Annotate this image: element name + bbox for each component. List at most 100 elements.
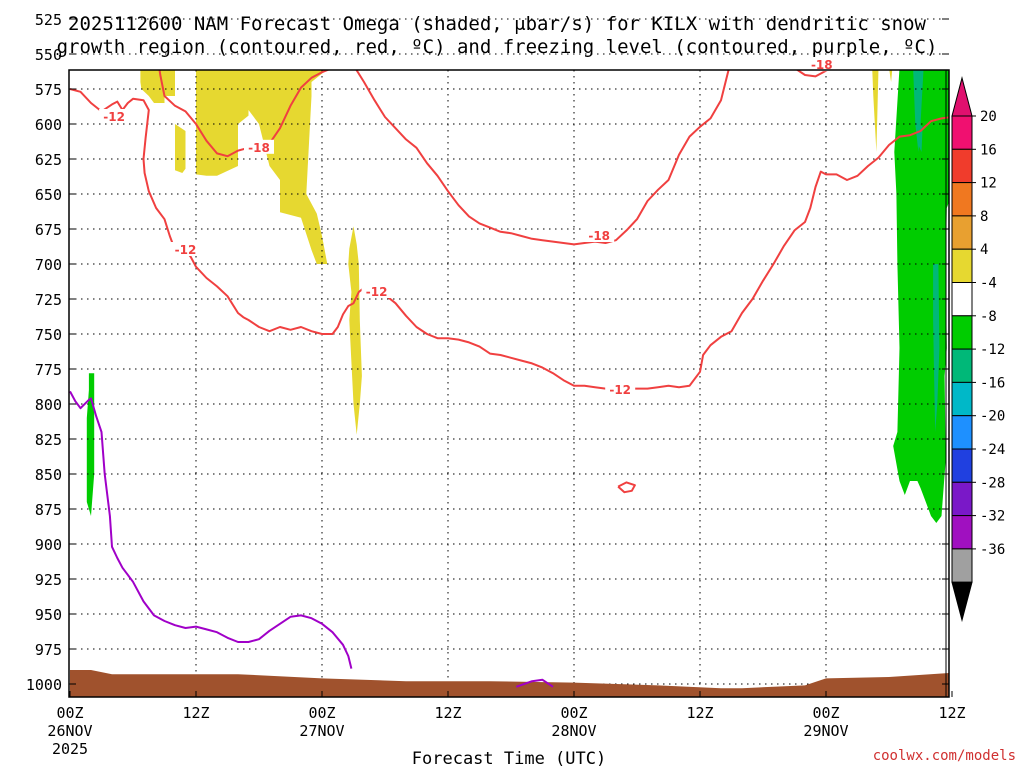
y-tick-label: 925 (35, 571, 62, 589)
colorbar-label: 8 (980, 209, 988, 225)
contour-layer (69, 70, 949, 688)
y-tick-label: 1000 (26, 676, 62, 694)
y-tick-label: 525 (35, 11, 62, 29)
y-axis: 525 550 575 600 625 650 675 700 725 750 775 800 825 8… (26, 11, 949, 694)
contour-label-bg (605, 382, 636, 396)
colorbar-label: -24 (980, 442, 1005, 458)
y-tick-label: 700 (35, 256, 62, 274)
chart-title-line1: 2025112600 NAM Forecast Omega (shaded, μ… (68, 13, 926, 35)
y-tick-label: 575 (35, 81, 62, 99)
colorbar-label: 4 (980, 242, 988, 258)
contour-label: -18 (248, 141, 270, 155)
y-tick-label: 650 (35, 186, 62, 204)
y-tick-label: 825 (35, 431, 62, 449)
y-tick-label: 950 (35, 606, 62, 624)
y-tick-label: 675 (35, 221, 62, 239)
colorbar-label: -20 (980, 409, 1005, 425)
omega-region-positive-2 (348, 226, 362, 435)
dgz-contour-line-0 (158, 70, 830, 246)
freezing-level-line-1 (515, 678, 554, 688)
contour-label-bg (99, 109, 130, 123)
x-tick-date: 28NOV (551, 722, 596, 740)
colorbar-swatch (951, 448, 973, 483)
x-tick-label: 00Z (812, 704, 839, 722)
colorbar-label: 12 (980, 176, 997, 192)
x-tick-label: 00Z (308, 704, 335, 722)
x-tick-year: 2025 (52, 740, 88, 758)
contour-label-bg (244, 139, 274, 154)
colorbar-swatch (951, 315, 973, 350)
y-tick-label: 875 (35, 501, 62, 519)
chart-title-line2: growth region (contoured, red, ºC) and f… (57, 36, 938, 58)
omega-region-positive-3 (872, 70, 879, 152)
omega-region-negative-10 (933, 264, 940, 432)
contour-label-bg (584, 228, 615, 242)
terrain-fill (70, 670, 949, 697)
colorbar-label: -8 (980, 309, 997, 325)
colorbar-bottom-arrow (951, 581, 973, 623)
contour-label-bg (806, 57, 837, 72)
x-tick-date: 29NOV (803, 722, 848, 740)
y-tick-label: 750 (35, 326, 62, 344)
y-tick-label: 900 (35, 536, 62, 554)
colorbar-swatch (951, 415, 973, 450)
contour-label: -12 (366, 285, 388, 299)
omega-shading-layer (86, 0, 949, 523)
x-tick-label: 12Z (182, 704, 209, 722)
omega-region-negative-11 (936, 0, 947, 47)
colorbar-swatch (951, 182, 973, 217)
x-tick-label: 00Z (56, 704, 83, 722)
y-tick-label: 850 (35, 466, 62, 484)
colorbar-label: 20 (980, 109, 997, 125)
contour-label: -18 (588, 229, 610, 243)
y-tick-label: 975 (35, 641, 62, 659)
terrain-layer (70, 670, 949, 697)
contour-label: -12 (175, 243, 197, 257)
credit-text: coolwx.com/models (873, 748, 1016, 764)
contour-label-layer: -12 -18 -12 -12 -18 -12 -18 (99, 57, 837, 397)
colorbar-swatch (951, 115, 973, 150)
colorbar-label: -12 (980, 342, 1005, 358)
colorbar-label: -4 (980, 276, 997, 292)
colorbar-label: -28 (980, 475, 1005, 491)
contour-label-bg (361, 284, 392, 298)
omega-region-positive-1 (196, 70, 328, 264)
contour-label: -18 (811, 58, 833, 72)
colorbar-swatch (951, 215, 973, 250)
omega-region-positive-0 (140, 70, 186, 173)
colorbar-label: -36 (980, 542, 1005, 558)
colorbar-swatch (951, 515, 973, 550)
y-tick-label: 550 (35, 46, 62, 64)
freezing-level-line-0 (69, 390, 353, 669)
colorbar-label: 16 (980, 142, 997, 158)
x-tick-label: 00Z (560, 704, 587, 722)
colorbar-swatch (951, 348, 973, 383)
plot-frame (68, 69, 950, 698)
colorbar-swatch (951, 148, 973, 184)
contour-label-bg (170, 242, 201, 256)
grid-layer (69, 18, 949, 697)
colorbar-label: -16 (980, 375, 1005, 391)
colorbar-top-arrow (951, 76, 973, 117)
y-tick-label: 625 (35, 151, 62, 169)
x-tick-date: 26NOV (47, 722, 92, 740)
colorbar-swatch (951, 548, 973, 583)
y-tick-label: 775 (35, 361, 62, 379)
y-tick-label: 600 (35, 116, 62, 134)
x-axis-title: Forecast Time (UTC) (412, 749, 606, 768)
colorbar-swatch (951, 248, 973, 283)
omega-region-negative-8 (913, 70, 924, 152)
dgz-contour-line-1 (69, 88, 949, 390)
colorbar-swatch (951, 481, 973, 517)
x-tick-date: 27NOV (299, 722, 344, 740)
contour-label: -12 (103, 110, 125, 124)
colorbar-swatch (951, 381, 973, 417)
colorbar: 20 16 12 8 4 -4 -8 -12 -16 -20 -24 -28 -32 -36 (951, 76, 1005, 623)
omega-region-positive-4 (889, 70, 893, 82)
contour-label: -12 (609, 383, 631, 397)
x-tick-label: 12Z (434, 704, 461, 722)
colorbar-swatch (951, 282, 973, 317)
y-tick-label: 800 (35, 396, 62, 414)
